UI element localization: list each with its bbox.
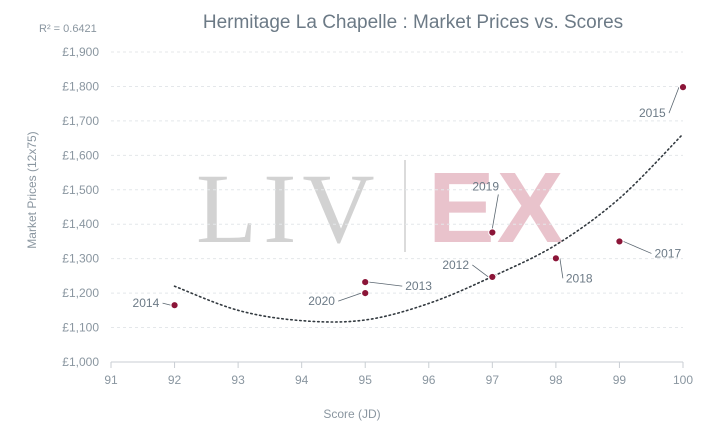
point-label-2017: 2017 [654,246,681,260]
x-axis-ticks: 91 92 93 94 95 96 97 98 99 100 [104,362,693,387]
data-point-2019 [488,228,497,237]
point-leader-line [559,258,564,279]
point-label-2015: 2015 [639,106,666,120]
liv-ex-watermark: LIV EX [196,152,565,264]
x-tick-label: 99 [613,373,627,387]
point-label-2012: 2012 [442,258,469,272]
trendline [173,133,684,323]
chart-title: Hermitage La Chapelle : Market Prices vs… [203,12,623,33]
point-label-2014: 2014 [133,296,160,310]
y-tick-label: £1,400 [62,217,99,231]
x-tick-label: 91 [104,373,118,387]
y-tick-label: £1,700 [62,114,99,128]
point-label-2019: 2019 [472,179,499,193]
y-tick-label: £1,100 [62,321,99,335]
y-tick-label: £1,800 [62,79,99,93]
data-point-2015 [678,83,688,92]
x-tick-label: 95 [359,373,373,387]
y-tick-label: £1,000 [62,355,99,369]
watermark-ex-text: EX [428,152,565,264]
data-point-2012 [488,272,497,282]
x-tick-label: 92 [168,373,182,387]
y-axis-label: Market Prices (12x75) [25,131,39,248]
y-tick-label: £1,500 [62,183,99,197]
data-point-2014 [170,301,179,310]
data-point-2013 [361,277,370,287]
data-point-2017 [615,237,624,246]
data-point-2018 [551,254,560,263]
gridlines [111,51,683,329]
x-axis-label: Score (JD) [323,407,380,421]
point-leader-line [162,302,171,306]
x-tick-label: 98 [549,373,563,387]
point-label-2013: 2013 [405,279,432,293]
point-leader-line [491,194,499,229]
point-label-2018: 2018 [566,271,593,285]
point-leader-line [338,292,362,302]
x-tick-label: 100 [673,373,693,387]
point-leader-line [369,281,403,287]
point-leader-line [472,264,489,278]
point-leader-line [668,86,680,114]
watermark-liv-text: LIV [196,153,381,264]
x-tick-label: 97 [486,373,500,387]
r-squared-label: R² = 0.6421 [39,23,97,35]
data-points: 2014 2013 2020 2019 2012 2018 2017 2015 [133,83,688,310]
point-label-2020: 2020 [308,294,335,308]
y-tick-label: £1,200 [62,286,99,300]
y-tick-label: £1,900 [62,45,99,59]
y-tick-label: £1,300 [62,252,99,266]
y-tick-label: £1,600 [62,148,99,162]
data-point-2020 [361,289,370,298]
x-tick-label: 93 [231,373,245,387]
x-tick-label: 94 [295,373,309,387]
y-axis-ticks: £1,000 £1,100 £1,200 £1,300 £1,400 £1,500 £1,6… [62,45,99,369]
x-tick-label: 96 [422,373,436,387]
point-leader-line [623,241,652,254]
